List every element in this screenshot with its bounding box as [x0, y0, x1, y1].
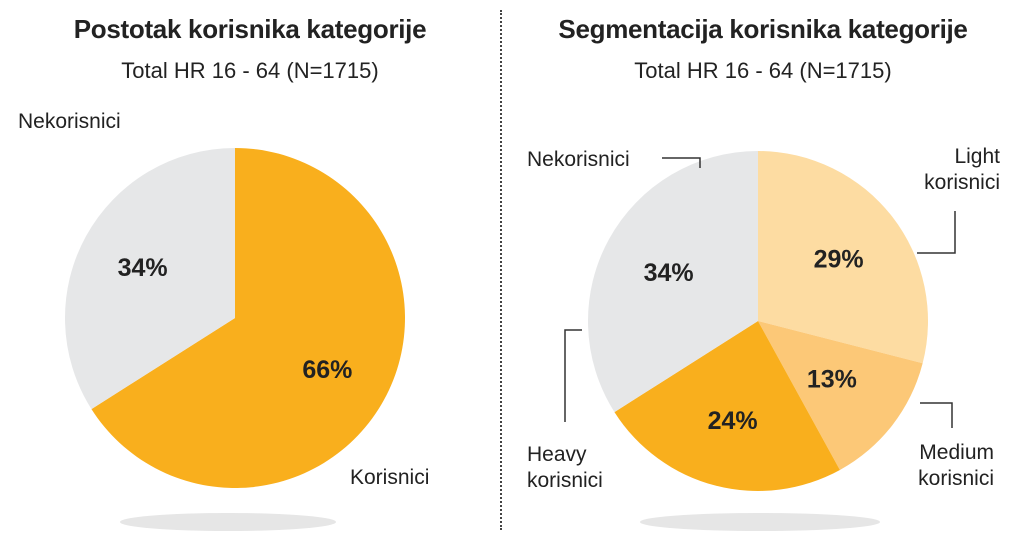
pie-chart-2: 29% Light korisnici 13% Medium korisnici 24% He…: [527, 145, 1000, 531]
chart-panel-left: Postotak korisnika kategorije Total HR 1…: [0, 0, 500, 542]
data-label-medium-korisnici: 13%: [807, 365, 857, 393]
category-label-nekorisnici: Nekorisnici: [18, 110, 121, 133]
pie-slice-nekorisnici: [64, 148, 236, 410]
chart-subtitle: Total HR 16 - 64 (N=1715): [121, 58, 379, 83]
category-label-light-korisnici: Light korisnici: [924, 145, 1000, 194]
pie-slice-nekorisnici: [587, 150, 758, 413]
leader-line-nekorisnici: [662, 157, 701, 168]
pie-shadow: [640, 513, 880, 531]
chart-title: Segmentacija korisnika kategorije: [558, 14, 968, 44]
category-label-medium-korisnici: Medium korisnici: [918, 441, 994, 490]
pie-slice-medium-korisnici: [758, 321, 923, 470]
pie-shadow: [120, 513, 336, 531]
leader-line-heavy-korisnici: [564, 329, 582, 422]
category-label-nekorisnici: Nekorisnici: [527, 148, 630, 171]
leader-line-medium-korisnici: [920, 402, 953, 428]
chart-panel-right: Segmentacija korisnika kategorije Total …: [502, 0, 1024, 542]
data-label-nekorisnici: 34%: [118, 254, 168, 282]
category-label-korisnici: Korisnici: [350, 466, 429, 489]
data-label-heavy-korisnici: 24%: [708, 407, 758, 435]
chart-title: Postotak korisnika kategorije: [73, 14, 427, 44]
pie-chart-1: 66% Korisnici 34% Nekorisnici: [18, 110, 429, 531]
chart-subtitle: Total HR 16 - 64 (N=1715): [634, 58, 892, 83]
data-label-nekorisnici: 34%: [644, 259, 694, 287]
data-label-korisnici: 66%: [302, 356, 352, 384]
panel-divider: [500, 10, 502, 530]
leader-line-light-korisnici: [917, 211, 956, 254]
pie-slice-korisnici: [91, 148, 405, 488]
pie-slice-heavy-korisnici: [614, 321, 840, 492]
data-label-light-korisnici: 29%: [814, 246, 864, 274]
category-label-heavy-korisnici: Heavy korisnici: [527, 443, 603, 492]
pie-slice-light-korisnici: [758, 151, 929, 364]
